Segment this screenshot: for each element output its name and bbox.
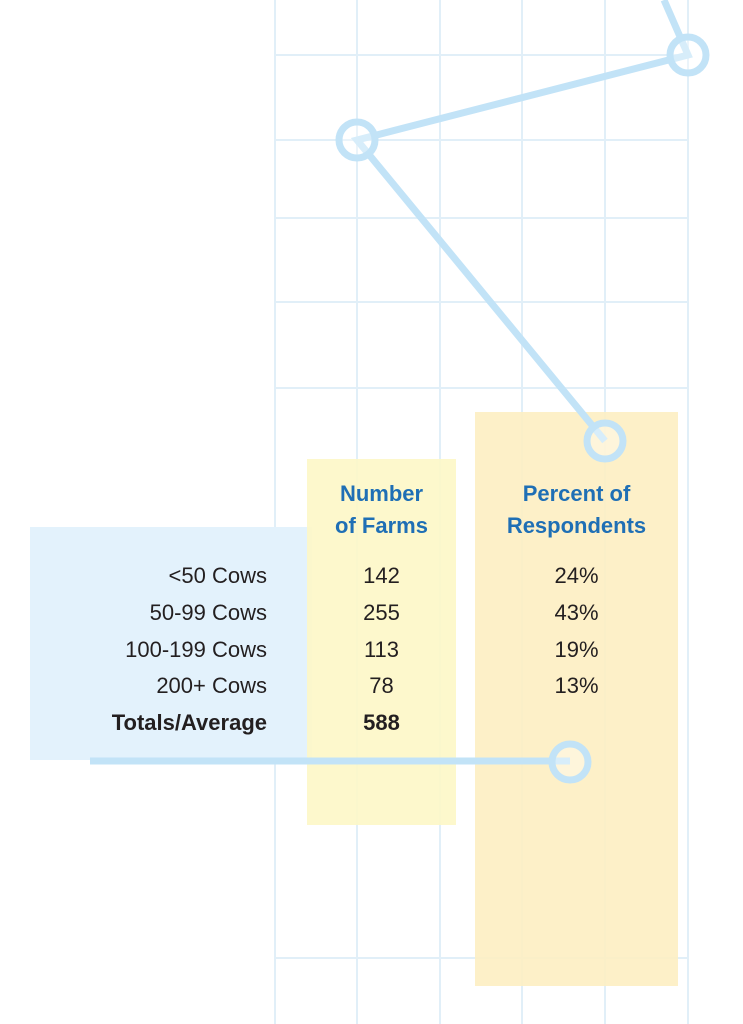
row-label: 200+ Cows	[156, 673, 267, 698]
decorative-line-node	[583, 419, 627, 463]
row-label: 50-99 Cows	[149, 600, 267, 625]
header-farms-line-2: of Farms	[335, 513, 428, 538]
farms-value: 78	[369, 673, 394, 698]
header-percent-of-respondents: Percent of Respondents	[475, 478, 678, 542]
percent-value: 24%	[554, 563, 599, 588]
header-farms-line-1: Number	[339, 481, 424, 506]
percent-value: 13%	[554, 673, 599, 698]
percent-value: 19%	[554, 637, 599, 662]
header-percent-line-1: Percent of	[522, 481, 631, 506]
decorative-line-node	[666, 33, 710, 77]
decorative-line-node	[548, 740, 592, 784]
header-number-of-farms: Number of Farms	[307, 478, 456, 542]
percent-value: 43%	[554, 600, 599, 625]
decorative-line-upper	[350, 0, 693, 444]
total-farms-value: 588	[363, 710, 400, 735]
farms-value: 255	[363, 600, 400, 625]
decorative-line-node	[335, 118, 379, 162]
farms-value: 113	[363, 637, 400, 662]
row-label: <50 Cows	[168, 563, 267, 588]
farms-value: 142	[363, 563, 400, 588]
orange-percent-band	[475, 412, 678, 986]
blue-label-band	[30, 527, 312, 760]
row-label: 100-199 Cows	[125, 637, 267, 662]
total-label: Totals/Average	[111, 710, 267, 735]
header-percent-line-2: Respondents	[506, 513, 647, 538]
